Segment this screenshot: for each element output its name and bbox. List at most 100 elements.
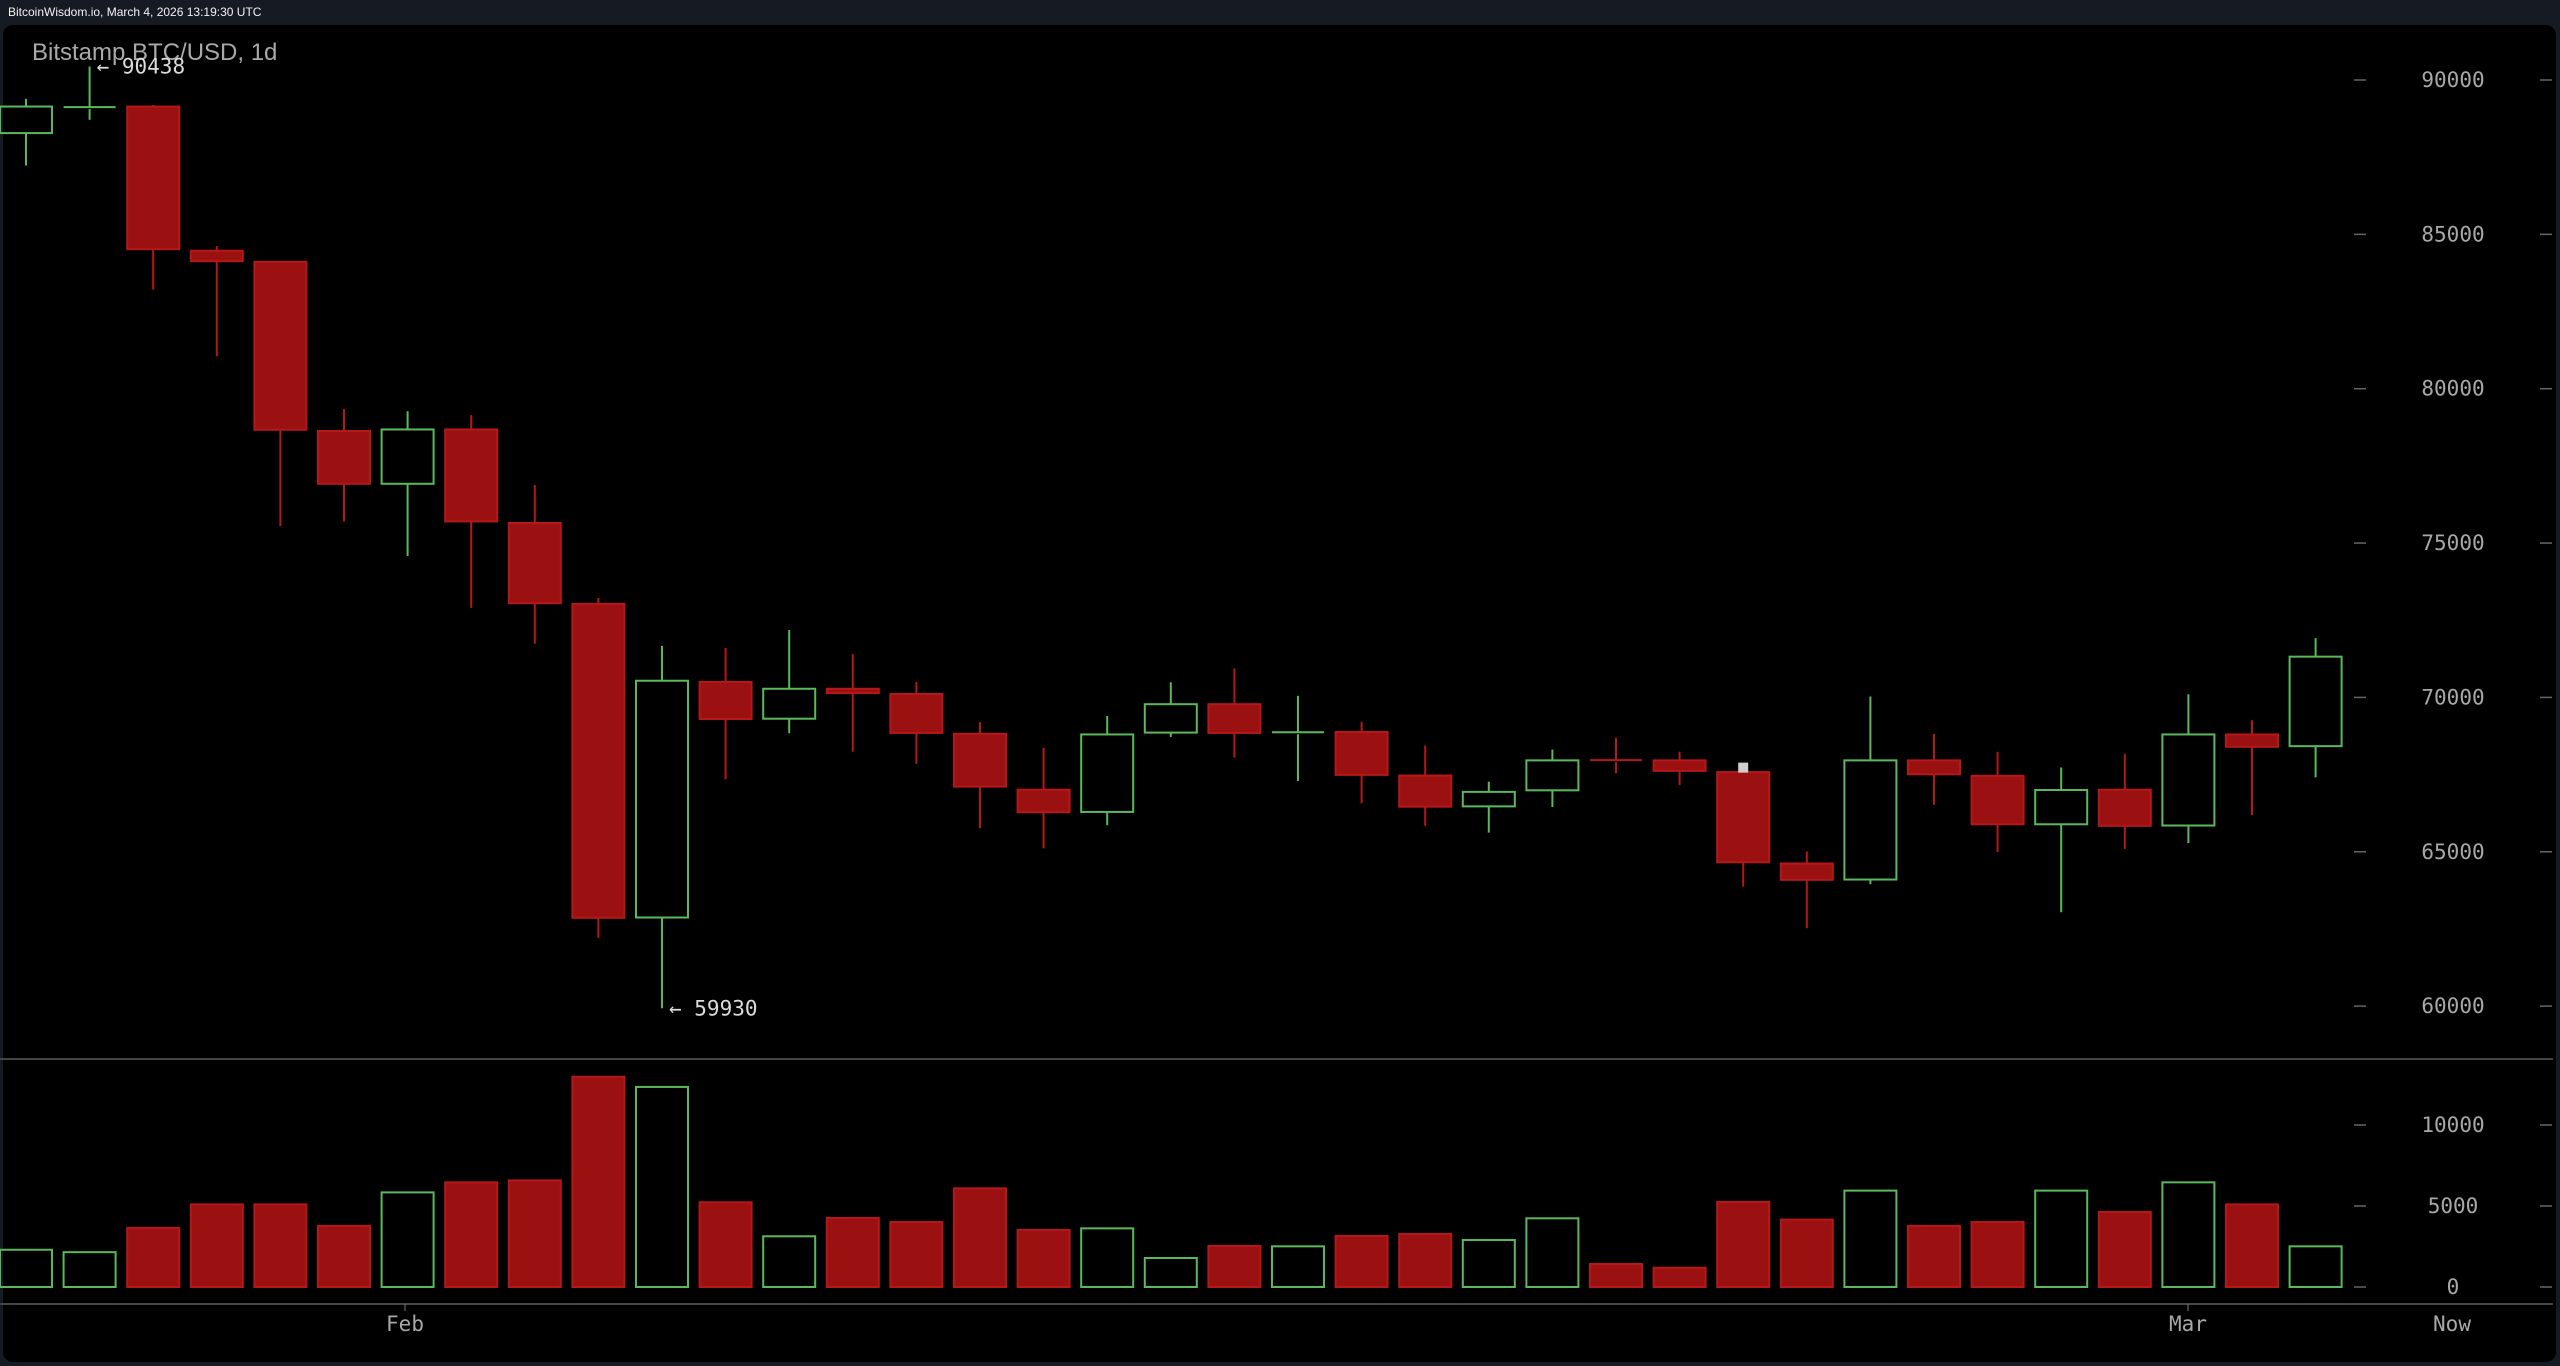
candle <box>2225 720 2279 816</box>
candle <box>1843 696 1898 885</box>
volume-bar <box>1907 1224 1961 1289</box>
volume-bar <box>2288 1245 2343 1289</box>
volume-tick-label: 10000 <box>2421 1113 2484 1137</box>
volume-bar <box>2034 1189 2089 1288</box>
volume-bar <box>1843 1189 1898 1288</box>
low-price-label: ← 59930 <box>669 996 758 1020</box>
candle-body <box>698 680 753 721</box>
candle-body <box>571 602 626 919</box>
candle-body <box>2161 733 2216 827</box>
volume-bar <box>1398 1233 1453 1288</box>
volume-tick-label: 5000 <box>2428 1194 2479 1218</box>
candle-body <box>1461 790 1516 808</box>
candle <box>2161 694 2216 844</box>
candle <box>698 648 753 780</box>
volume-bar <box>444 1181 499 1289</box>
volume-axis: 10000 5000 0 <box>2354 1113 2552 1299</box>
volume-bar <box>762 1235 817 1288</box>
price-tick-label: 90000 <box>2421 68 2484 92</box>
candle <box>380 411 435 557</box>
volume-bar <box>2161 1181 2216 1289</box>
candle <box>253 260 308 527</box>
volume-bar <box>1080 1227 1135 1288</box>
candle-body <box>1334 730 1389 776</box>
volume-bar <box>953 1187 1007 1289</box>
volume-bar <box>1716 1200 1771 1288</box>
candle <box>1652 751 1707 786</box>
price-tick-label: 75000 <box>2421 531 2484 555</box>
candle <box>1143 682 1198 737</box>
high-price-label: ← 90438 <box>97 54 186 78</box>
candle <box>1461 781 1516 833</box>
candle <box>2288 638 2343 778</box>
volume-bar <box>1525 1217 1580 1289</box>
price-axis: 90000 85000 80000 75000 70000 65000 60000 <box>2354 68 2552 1018</box>
candle <box>1334 721 1389 804</box>
candle-body <box>762 687 817 720</box>
candle-body <box>1970 774 2025 826</box>
candle <box>0 98 53 166</box>
volume-bar <box>2225 1203 2279 1289</box>
candle <box>889 681 944 764</box>
candle-body <box>2288 655 2343 748</box>
volume-bar <box>0 1248 53 1288</box>
candle <box>2034 767 2089 913</box>
candle-body <box>2034 789 2089 826</box>
candle <box>635 645 689 1009</box>
candle-body <box>1907 759 1961 776</box>
volume-bar <box>62 1251 117 1289</box>
candle <box>1398 745 1453 826</box>
volume-bar <box>635 1085 689 1289</box>
price-tick-label: 60000 <box>2421 994 2484 1018</box>
candle <box>953 722 1007 829</box>
candle <box>507 485 562 644</box>
volume-bars <box>0 1075 2343 1289</box>
candle <box>63 66 116 120</box>
candle-body <box>889 693 944 734</box>
chart-title: Bitstamp BTC/USD, 1d <box>32 39 278 66</box>
candle <box>1779 851 1834 929</box>
volume-bar <box>1652 1266 1707 1289</box>
candle-body <box>1652 759 1707 772</box>
candle-body <box>444 428 499 523</box>
candle <box>1970 751 2025 853</box>
time-tick-label: Feb <box>386 1312 424 1336</box>
price-tick-label: 70000 <box>2421 685 2484 709</box>
volume-bar <box>889 1221 944 1288</box>
volume-bar <box>317 1224 371 1289</box>
candle <box>1080 715 1135 826</box>
volume-bar <box>189 1203 244 1289</box>
volume-bar <box>126 1226 181 1288</box>
candle-body <box>1207 703 1262 734</box>
candle <box>825 654 880 752</box>
volume-bar <box>1207 1245 1262 1289</box>
current-marker-icon <box>1738 762 1749 773</box>
candle <box>1207 668 1262 758</box>
candle-body <box>825 687 880 695</box>
candle-body <box>1016 788 1071 814</box>
volume-bar <box>698 1201 753 1289</box>
candle-body <box>126 105 181 251</box>
candle <box>1590 737 1642 774</box>
volume-bar <box>1589 1262 1643 1288</box>
candle-body <box>1080 733 1135 813</box>
candle <box>1525 749 1580 807</box>
axes-lines <box>0 1058 2553 1305</box>
screenshot-caption: BitcoinWisdom.io, March 4, 2026 13:19:30… <box>8 5 262 19</box>
price-tick-label: 65000 <box>2421 840 2484 864</box>
candle <box>1716 765 1771 887</box>
candle-body <box>1398 774 1453 808</box>
candle-body <box>2097 788 2152 827</box>
volume-bar <box>1461 1239 1516 1289</box>
candle <box>317 409 371 522</box>
volume-bar <box>1779 1218 1834 1289</box>
candle <box>571 597 626 938</box>
volume-bar <box>825 1216 880 1289</box>
volume-bar <box>2097 1210 2152 1289</box>
volume-bar <box>380 1191 435 1288</box>
time-tick-label: Now <box>2433 1312 2471 1336</box>
candle-body <box>953 732 1007 788</box>
candle-body <box>317 429 371 485</box>
price-tick-label: 85000 <box>2421 222 2484 246</box>
